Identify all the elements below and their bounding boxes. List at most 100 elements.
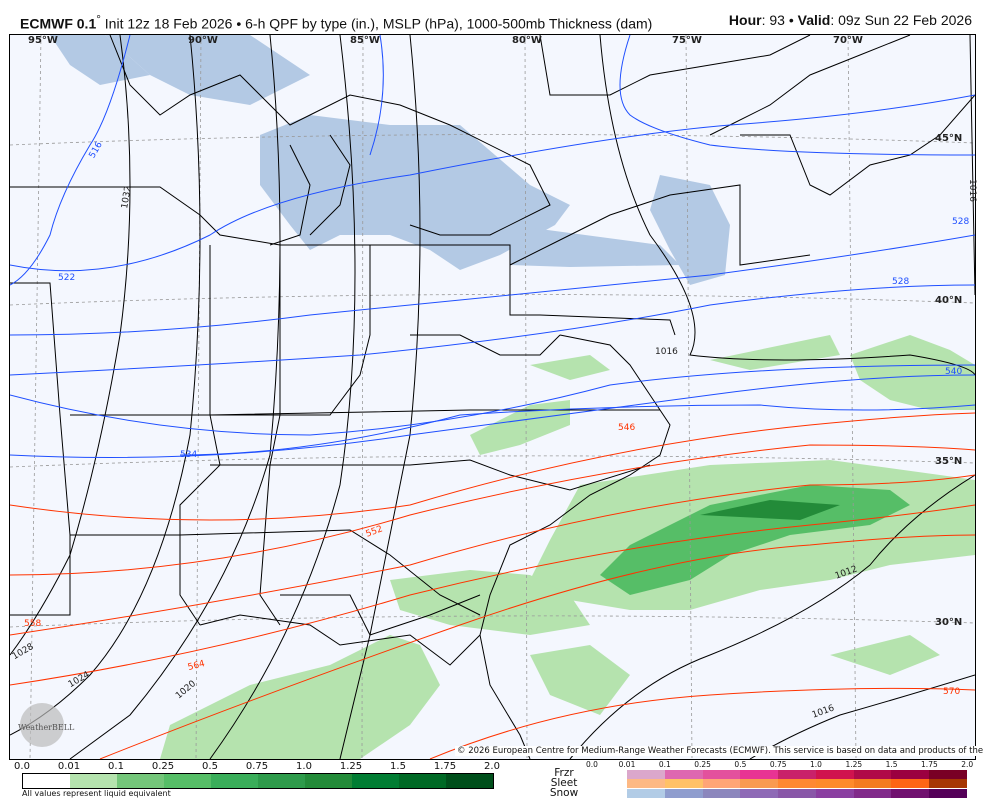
thickness-label: 570 [943,687,961,697]
qpf-tick-label: 0.01 [57,761,81,772]
ptype-tick-label: 0.5 [734,760,747,769]
ptype-color-swatch [664,770,703,779]
valid-time: Hour: 93 • Valid: 09z Sun 22 Feb 2026 [729,12,972,28]
ptype-color-swatch [740,789,779,798]
ptype-color-swatch [778,789,816,798]
thickness-label: 558 [24,619,42,629]
qpf-tick-label: 1.75 [433,761,457,772]
lat-label: 45°N [935,133,963,144]
ptype-color-swatch [891,789,930,798]
ptype-color-swatch [627,789,665,798]
qpf-color-swatch [258,774,305,788]
rain-area-moderate [600,485,910,595]
map-description: Init 12z 18 Feb 2026 • 6-h QPF by type (… [104,15,653,32]
thickness-cold [9,34,976,458]
lon-label: 75°W [672,35,702,46]
snow-label: Snow [549,787,579,799]
valid-value: : 09z Sun 22 Feb 2026 [830,12,972,28]
thickness-warm [9,412,976,760]
ptype-color-swatch [664,789,703,798]
ptype-color-swatch [815,770,854,779]
qpf-tick-label: 1.0 [296,761,312,772]
lat-label: 40°N [935,295,963,306]
map-title: ECMWF 0.1° Init 12z 18 Feb 2026 • 6-h QP… [20,12,652,32]
svg-text:WeatherBELL: WeatherBELL [18,723,75,732]
qpf-color-swatch [399,774,446,788]
ptype-color-swatch [627,779,665,788]
qpf-color-swatch [305,774,352,788]
ptype-tick-label: 0.75 [769,760,787,769]
thickness-label: 528 [892,277,910,287]
ptype-color-swatch [778,770,816,779]
lat-label: 35°N [935,456,963,467]
weatherbell-logo: WeatherBELL [18,703,75,747]
ptype-color-swatch [815,789,854,798]
lat-label: 30°N [935,617,963,628]
qpf-tick-label: 2.0 [484,761,500,772]
thickness-label: 522 [58,273,76,283]
isobar-label: 1016 [655,347,678,357]
ptype-color-swatch [853,770,892,779]
lon-label: 80°W [512,35,542,46]
ptype-tick-label: 0.01 [618,760,636,769]
lon-label: 90°W [188,35,218,46]
qpf-color-swatch [211,774,258,788]
thickness-label: 546 [618,423,636,433]
qpf-tick-label: 0.1 [108,761,124,772]
degree-mark: ° [96,13,101,26]
qpf-color-swatch [164,774,211,788]
ptype-color-swatch [702,779,741,788]
ptype-color-swatch [627,770,665,779]
ptype-color-swatch [929,770,968,779]
ptype-color-swatch [891,770,930,779]
ptype-tick-label: 1.75 [921,760,938,769]
ptype-color-swatch [702,770,741,779]
qpf-tick-label: 1.25 [339,761,363,772]
qpf-tick-label: 0.25 [151,761,175,772]
ptype-color-swatch [740,770,779,779]
snow-colorbar [627,789,968,798]
qpf-color-swatch [70,774,117,788]
graticule [9,34,976,760]
ptype-tick-label: 1.25 [845,760,863,769]
qpf-color-swatch [352,774,399,788]
qpf-tick-label: 1.5 [390,761,406,772]
state-borders [10,34,976,760]
ptype-color-swatch [702,789,741,798]
ptype-color-swatch [664,779,703,788]
ptype-color-swatch [740,779,779,788]
thickness-label: 528 [952,217,970,227]
ptype-color-swatch [929,779,968,788]
valid-label: Valid [797,12,831,28]
ptype-tick-label: 2.0 [961,760,974,769]
ptype-color-swatch [815,779,854,788]
ptype-tick-label: 1.5 [885,760,898,769]
ptype-color-swatch [929,789,968,798]
ptype-color-swatch [853,779,892,788]
lon-label: 95°W [28,35,58,46]
qpf-colorbar [22,773,494,789]
ptype-color-swatch [778,779,816,788]
hour-label: Hour [728,12,762,28]
snow-area [50,35,730,285]
qpf-tick-label: 0.75 [245,761,269,772]
map-canvas: WeatherBELL [9,34,976,760]
hour-value: : 93 • [761,12,798,28]
frzr-colorbar [627,770,968,779]
ptype-tick-label: 0.25 [694,760,711,769]
ptype-tick-label: 0.0 [586,760,598,769]
sleet-colorbar [627,779,968,788]
sleet-label: Sleet [550,777,578,789]
ptype-tick-label: 0.1 [658,760,671,769]
weather-map: WeatherBELL 95°W 90°W 85°W 80°W 75°W 70°… [9,34,977,760]
thickness-label: 540 [945,367,963,377]
qpf-color-swatch [23,774,70,788]
legend-note: All values represent liquid equivalent [22,789,171,798]
frzr-label: Frzr [554,767,574,779]
model-name: ECMWF 0.1 [20,15,97,32]
thickness-label: 534 [180,450,198,460]
copyright-notice: © 2026 European Centre for Medium-Range … [455,746,984,756]
ptype-color-swatch [853,789,892,798]
isobar-label: 1016 [966,179,977,202]
qpf-tick-label: 0.5 [202,761,218,772]
